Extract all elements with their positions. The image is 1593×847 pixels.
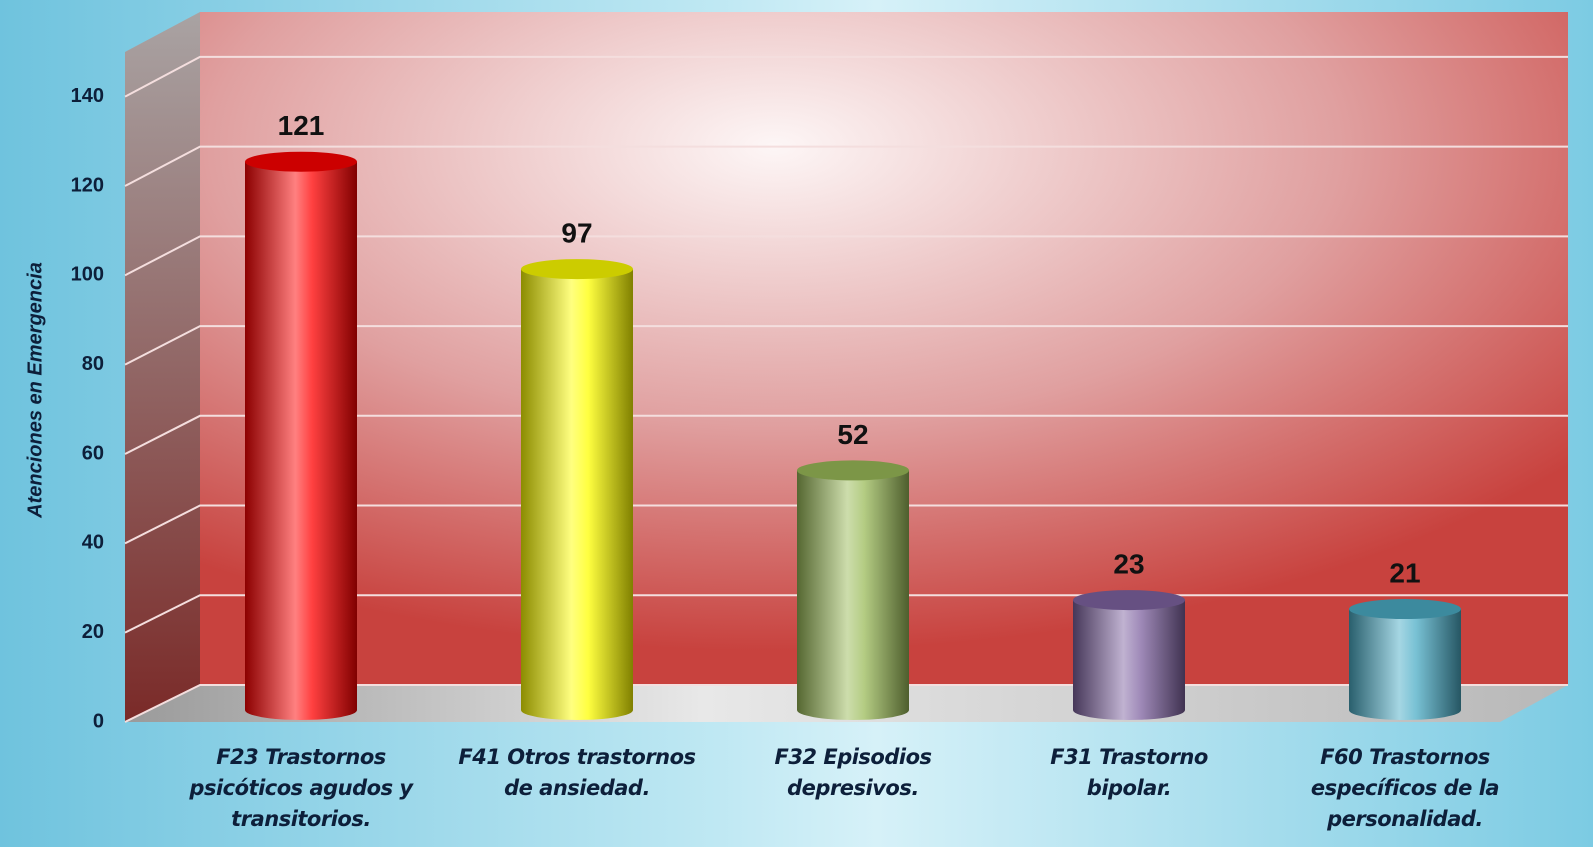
y-tick-label: 20 — [82, 621, 104, 643]
bar-cap — [1073, 590, 1185, 611]
y-tick-label: 60 — [82, 442, 104, 464]
bar — [245, 161, 357, 720]
bar-cap — [1349, 599, 1461, 620]
bar — [1349, 609, 1461, 720]
y-tick-label: 80 — [82, 353, 104, 375]
y-tick-label: 40 — [82, 532, 104, 554]
bar — [797, 470, 909, 720]
y-tick-label: 140 — [71, 85, 104, 107]
data-label: 97 — [561, 217, 592, 248]
data-label: 52 — [837, 419, 868, 450]
grid-line — [124, 504, 1568, 545]
x-tick-label: F41 Otros trastornos de ansiedad. — [458, 745, 696, 800]
grid-line — [124, 414, 1568, 455]
grid-line — [124, 235, 1568, 277]
y-tick-label: 0 — [93, 710, 104, 732]
grid-line — [124, 145, 1568, 187]
x-tick-label: F60 Trastornos específicos de la persona… — [1310, 745, 1500, 831]
y-tick-label: 100 — [71, 264, 104, 286]
bar-cap — [521, 259, 633, 280]
x-tick-label: F31 Trastorno bipolar. — [1050, 745, 1208, 800]
bar — [1073, 600, 1185, 720]
grid-line — [124, 325, 1568, 366]
y-axis-title: Atenciones en Emergencia — [24, 262, 46, 519]
bar-cap — [245, 151, 357, 172]
y-tick-label: 120 — [71, 174, 104, 196]
data-label: 21 — [1389, 557, 1420, 588]
bar — [521, 269, 633, 720]
grid-line — [124, 55, 1568, 98]
x-tick-label: F32 Episodios depresivos. — [774, 745, 932, 800]
bar-cap — [797, 460, 909, 481]
side-wall — [125, 12, 200, 722]
x-tick-label: F23 Trastornos psicóticos agudos y trans… — [189, 745, 413, 831]
data-label: 23 — [1113, 549, 1144, 580]
data-label: 121 — [278, 110, 325, 141]
